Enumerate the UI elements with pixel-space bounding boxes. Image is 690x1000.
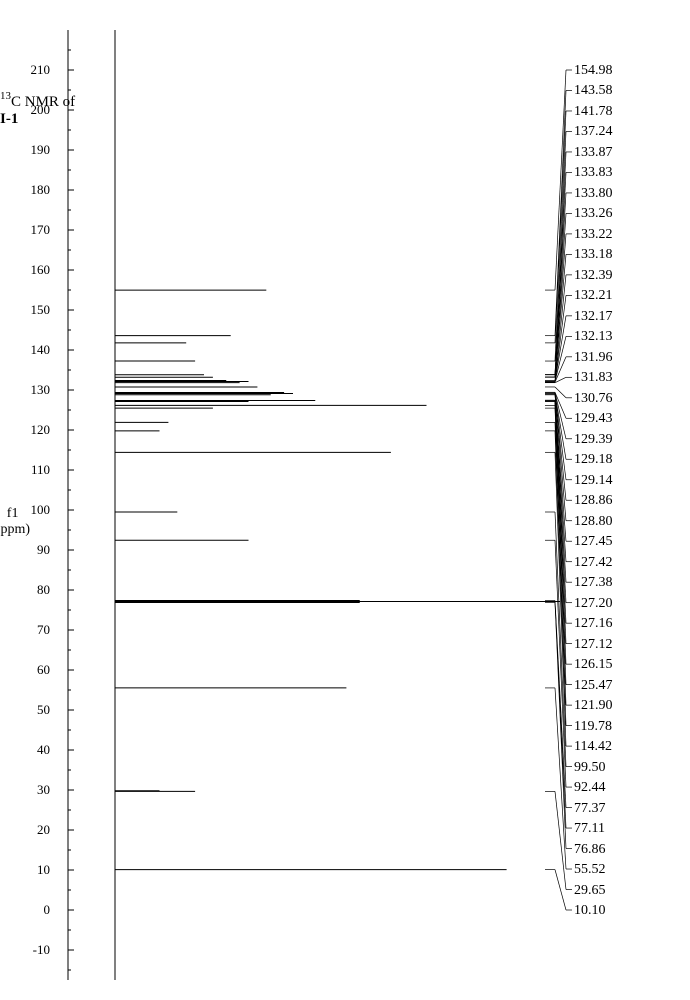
axis-tick-label: 130 xyxy=(31,382,51,398)
peak-label: 129.14 xyxy=(574,473,680,487)
axis-tick-label: 0 xyxy=(44,902,51,918)
figure-title: 13C NMR of I-1 xyxy=(0,90,80,128)
peak-label: 141.78 xyxy=(574,104,680,118)
peak-label: 127.12 xyxy=(574,637,680,651)
peak-label: 10.10 xyxy=(574,903,680,917)
axis-tick-label: 150 xyxy=(31,302,51,318)
axis-tick-label: 30 xyxy=(37,782,50,798)
peak-label: 127.38 xyxy=(574,575,680,589)
peak-label: 119.78 xyxy=(574,719,680,733)
peak-label: 130.76 xyxy=(574,391,680,405)
axis-tick-label: 20 xyxy=(37,822,50,838)
peak-label: 137.24 xyxy=(574,124,680,138)
axis-tick-label: 80 xyxy=(37,582,50,598)
axis-tick-label: 100 xyxy=(31,502,51,518)
peak-label: 125.47 xyxy=(574,678,680,692)
peak-label: 29.65 xyxy=(574,883,680,897)
peak-label: 76.86 xyxy=(574,842,680,856)
peak-label: 132.13 xyxy=(574,329,680,343)
axis-tick-label: 120 xyxy=(31,422,51,438)
peak-label: 133.87 xyxy=(574,145,680,159)
axis-tick-label: 110 xyxy=(31,462,50,478)
peak-label: 127.20 xyxy=(574,596,680,610)
peak-label: 114.42 xyxy=(574,739,680,753)
peak-label: 132.17 xyxy=(574,309,680,323)
peak-label: 121.90 xyxy=(574,698,680,712)
peak-label: 129.43 xyxy=(574,411,680,425)
peak-label: 132.39 xyxy=(574,268,680,282)
axis-tick-label: 190 xyxy=(31,142,51,158)
axis-label: f1 (ppm) xyxy=(0,506,30,538)
axis-tick-label: 160 xyxy=(31,262,51,278)
axis-tick-label: 140 xyxy=(31,342,51,358)
peak-label: 99.50 xyxy=(574,760,680,774)
peak-label: 131.83 xyxy=(574,370,680,384)
axis-tick-label: 60 xyxy=(37,662,50,678)
axis-tick-label: 180 xyxy=(31,182,51,198)
peak-label: 133.18 xyxy=(574,247,680,261)
peak-label: 133.26 xyxy=(574,206,680,220)
peak-label: 154.98 xyxy=(574,63,680,77)
peak-label: 128.80 xyxy=(574,514,680,528)
nmr-figure: 154.98 143.58 141.78 137.24 133.87 133.83 133.… xyxy=(0,0,690,1000)
peak-label: 128.86 xyxy=(574,493,680,507)
peak-label: 133.80 xyxy=(574,186,680,200)
axis-tick-label: 210 xyxy=(31,62,51,78)
peak-label: 132.21 xyxy=(574,288,680,302)
axis-tick-label: 40 xyxy=(37,742,50,758)
axis-tick-label: 70 xyxy=(37,622,50,638)
peak-label: 55.52 xyxy=(574,862,680,876)
peak-label: 133.22 xyxy=(574,227,680,241)
peak-label: 127.42 xyxy=(574,555,680,569)
peak-label: 129.18 xyxy=(574,452,680,466)
peak-label: 133.83 xyxy=(574,165,680,179)
axis-tick-label: -10 xyxy=(33,942,50,958)
peak-label: 92.44 xyxy=(574,780,680,794)
axis-tick-label: 170 xyxy=(31,222,51,238)
axis-tick-label: 10 xyxy=(37,862,50,878)
peak-label: 127.16 xyxy=(574,616,680,630)
peak-label: 129.39 xyxy=(574,432,680,446)
peak-label: 126.15 xyxy=(574,657,680,671)
axis-tick-label: 50 xyxy=(37,702,50,718)
peak-label: 77.37 xyxy=(574,801,680,815)
axis-tick-label: 90 xyxy=(37,542,50,558)
peak-label: 143.58 xyxy=(574,83,680,97)
peak-label: 131.96 xyxy=(574,350,680,364)
peak-label: 77.11 xyxy=(574,821,680,835)
peak-label: 127.45 xyxy=(574,534,680,548)
